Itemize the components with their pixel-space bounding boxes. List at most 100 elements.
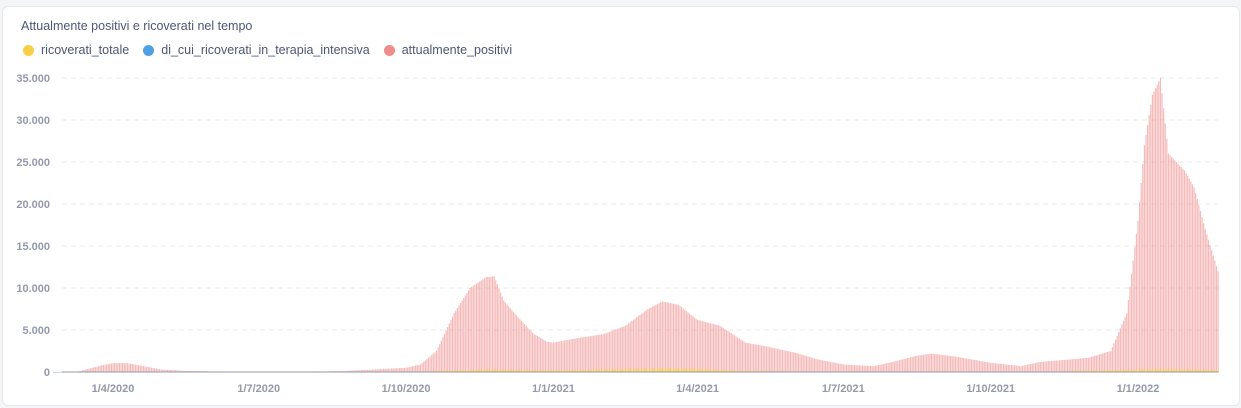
bar-attualmente_positivi bbox=[1034, 362, 1037, 372]
bar-attualmente_positivi bbox=[712, 324, 715, 372]
bar-ricoverati_totale bbox=[533, 370, 535, 372]
bar-attualmente_positivi bbox=[684, 309, 686, 372]
bar-attualmente_positivi bbox=[1023, 365, 1025, 372]
bar-attualmente_positivi bbox=[1025, 365, 1027, 372]
bar-attualmente_positivi bbox=[544, 340, 547, 372]
legend-item-attualmente-positivi[interactable]: attualmente_positivi bbox=[383, 43, 512, 57]
bar-attualmente_positivi bbox=[447, 326, 449, 372]
bar-attualmente_positivi bbox=[993, 363, 995, 372]
bar-attualmente_positivi bbox=[1087, 357, 1089, 372]
bar-attualmente_positivi bbox=[565, 340, 567, 372]
y-tick-label: 5.000 bbox=[22, 325, 50, 337]
bar-di_cui_ricoverati_in_terapia_intensiva bbox=[1217, 371, 1219, 373]
bar-attualmente_positivi bbox=[583, 337, 585, 372]
bar-attualmente_positivi bbox=[144, 366, 146, 372]
bar-attualmente_positivi bbox=[586, 336, 588, 372]
bar-attualmente_positivi bbox=[109, 363, 111, 372]
bar-ricoverati_totale bbox=[495, 369, 497, 372]
bar-ricoverati_totale bbox=[648, 368, 651, 372]
bar-attualmente_positivi bbox=[661, 301, 663, 372]
bar-attualmente_positivi bbox=[429, 356, 431, 372]
bar-ricoverati_totale bbox=[604, 369, 606, 372]
bar-attualmente_positivi bbox=[371, 369, 374, 372]
bar-attualmente_positivi bbox=[1214, 260, 1216, 372]
legend-dot-icon bbox=[23, 44, 34, 56]
bar-attualmente_positivi bbox=[375, 369, 377, 372]
bar-attualmente_positivi bbox=[927, 354, 929, 372]
bar-ricoverati_totale bbox=[615, 369, 617, 372]
bar-ricoverati_totale bbox=[644, 368, 646, 372]
bar-ricoverati_totale bbox=[599, 369, 601, 372]
bar-attualmente_positivi bbox=[517, 317, 519, 372]
bar-ricoverati_totale bbox=[560, 370, 563, 372]
bar-attualmente_positivi bbox=[868, 365, 870, 372]
bar-attualmente_positivi bbox=[621, 327, 623, 372]
bar-ricoverati_totale bbox=[685, 368, 687, 372]
bar-ricoverati_totale bbox=[479, 369, 481, 372]
bar-attualmente_positivi bbox=[1140, 183, 1142, 372]
bar-ricoverati_totale bbox=[743, 370, 745, 372]
x-tick-label: 1/4/2021 bbox=[676, 383, 719, 395]
legend-item-ricoverati-totale[interactable]: ricoverati_totale bbox=[23, 43, 129, 57]
bar-attualmente_positivi bbox=[780, 349, 782, 372]
bar-attualmente_positivi bbox=[1174, 160, 1176, 372]
bar-ricoverati_totale bbox=[607, 369, 609, 372]
bar-attualmente_positivi bbox=[402, 367, 404, 372]
bar-ricoverati_totale bbox=[440, 370, 442, 372]
bar-attualmente_positivi bbox=[139, 365, 141, 372]
bar-ricoverati_totale bbox=[655, 368, 657, 372]
bar-attualmente_positivi bbox=[890, 362, 892, 372]
bar-attualmente_positivi bbox=[594, 335, 596, 372]
bar-attualmente_positivi bbox=[549, 342, 551, 372]
bar-ricoverati_totale bbox=[509, 369, 511, 372]
bar-attualmente_positivi bbox=[1183, 170, 1186, 372]
bar-attualmente_positivi bbox=[885, 363, 888, 372]
bar-attualmente_positivi bbox=[777, 348, 779, 372]
bar-attualmente_positivi bbox=[930, 353, 932, 372]
bar-attualmente_positivi bbox=[913, 356, 915, 372]
bar-attualmente_positivi bbox=[343, 370, 345, 372]
bar-ricoverati_totale bbox=[568, 370, 571, 372]
bar-attualmente_positivi bbox=[435, 351, 438, 372]
bar-attualmente_positivi bbox=[416, 365, 418, 372]
bar-attualmente_positivi bbox=[717, 325, 719, 372]
bar-attualmente_positivi bbox=[810, 357, 812, 372]
bar-attualmente_positivi bbox=[636, 317, 638, 372]
bar-attualmente_positivi bbox=[152, 367, 154, 372]
bar-attualmente_positivi bbox=[972, 359, 974, 372]
bar-attualmente_positivi bbox=[836, 363, 838, 372]
bar-ricoverati_totale bbox=[645, 368, 647, 372]
bar-attualmente_positivi bbox=[576, 338, 579, 372]
bar-attualmente_positivi bbox=[1143, 145, 1146, 372]
bar-ricoverati_totale bbox=[631, 368, 633, 372]
bar-ricoverati_totale bbox=[647, 368, 649, 372]
x-tick-label: 1/10/2020 bbox=[382, 383, 431, 395]
bar-ricoverati_totale bbox=[1086, 370, 1088, 372]
bar-attualmente_positivi bbox=[1124, 316, 1126, 372]
bar-attualmente_positivi bbox=[1211, 250, 1213, 372]
bar-attualmente_positivi bbox=[1102, 353, 1104, 372]
bar-attualmente_positivi bbox=[828, 361, 830, 372]
bar-attualmente_positivi bbox=[572, 339, 574, 372]
bar-attualmente_positivi bbox=[458, 305, 460, 372]
bar-ricoverati_totale bbox=[525, 369, 527, 372]
bar-ricoverati_totale bbox=[458, 370, 460, 372]
bar-attualmente_positivi bbox=[908, 357, 910, 372]
bar-attualmente_positivi bbox=[474, 284, 476, 372]
bar-attualmente_positivi bbox=[387, 368, 390, 372]
bar-attualmente_positivi bbox=[367, 369, 369, 372]
bar-attualmente_positivi bbox=[434, 352, 436, 372]
bar-attualmente_positivi bbox=[640, 313, 643, 372]
bar-ricoverati_totale bbox=[1166, 369, 1168, 372]
legend-item-terapia-intensiva[interactable]: di_cui_ricoverati_in_terapia_intensiva bbox=[143, 43, 370, 57]
bar-ricoverati_totale bbox=[1211, 369, 1213, 372]
bar-attualmente_positivi bbox=[1137, 220, 1139, 372]
bar-attualmente_positivi bbox=[725, 330, 727, 372]
bar-attualmente_positivi bbox=[168, 369, 170, 372]
bar-ricoverati_totale bbox=[597, 369, 599, 372]
bar-attualmente_positivi bbox=[1065, 359, 1067, 372]
bar-ricoverati_totale bbox=[1121, 369, 1123, 372]
bar-ricoverati_totale bbox=[538, 370, 540, 372]
bar-ricoverati_totale bbox=[447, 370, 449, 372]
